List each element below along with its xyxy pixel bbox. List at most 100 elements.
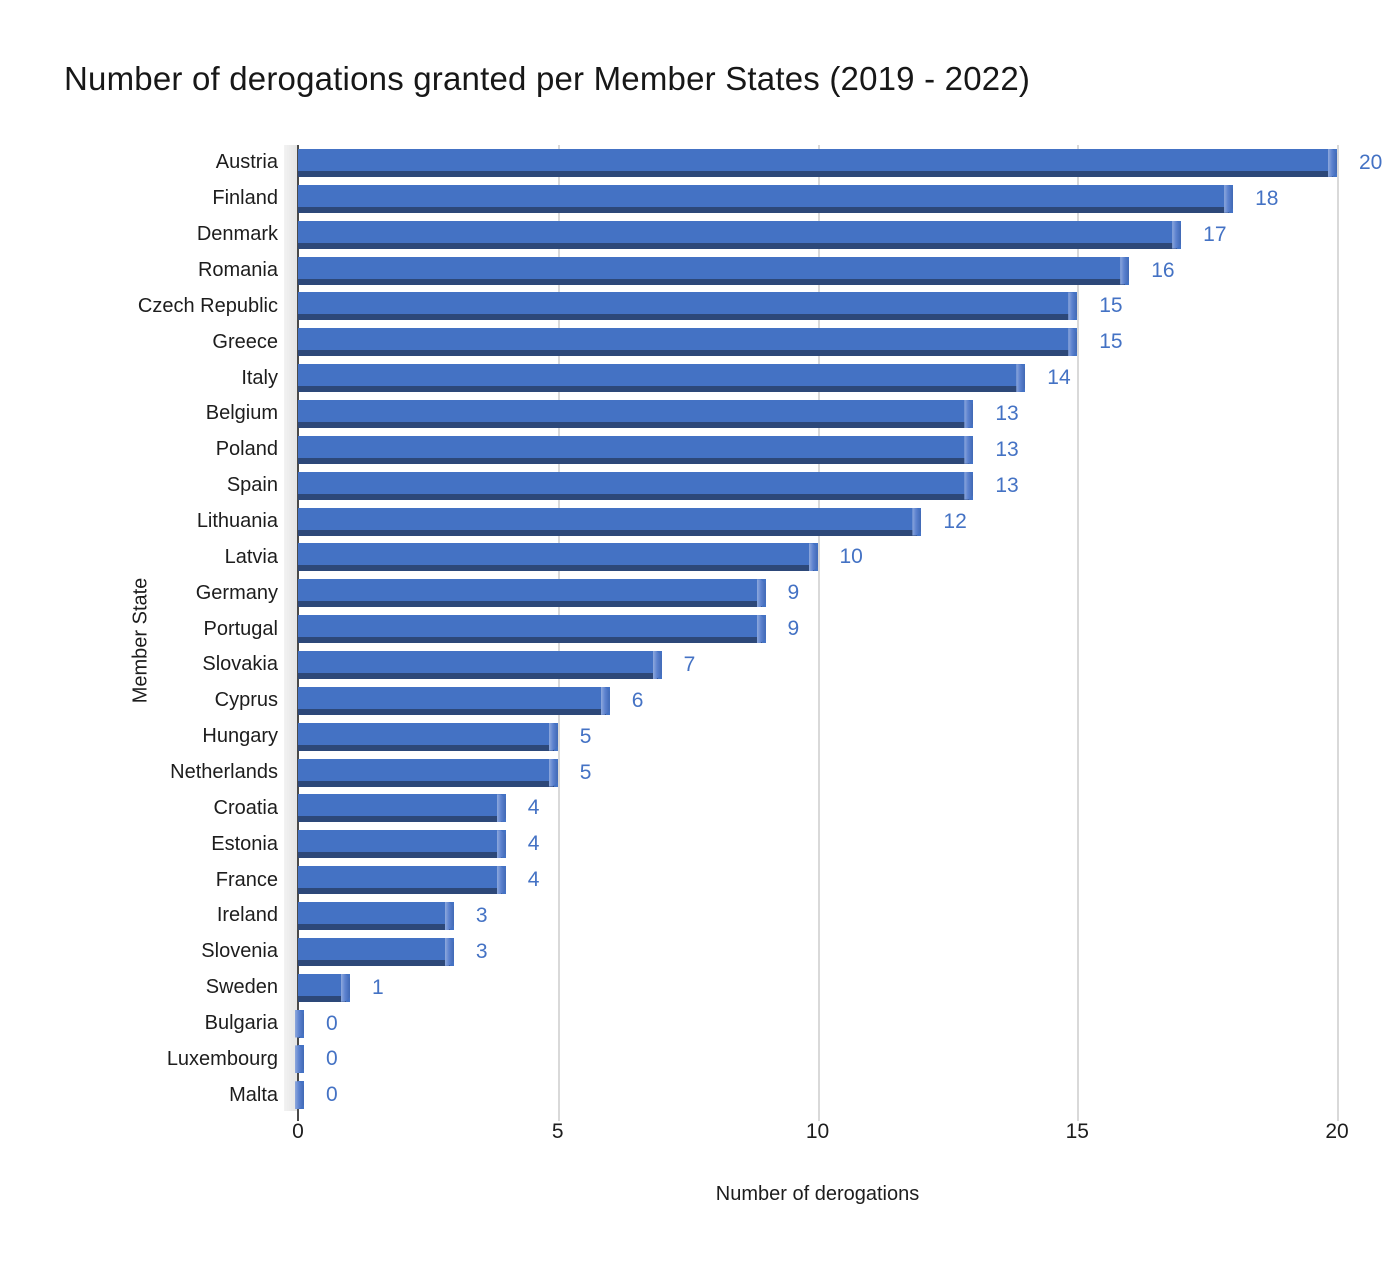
bar [298, 435, 974, 464]
bar [298, 830, 506, 859]
bar-bevel-cap [496, 830, 506, 859]
bar [295, 1081, 304, 1110]
bar-bevel-cap [444, 901, 454, 930]
chart-row: France 4 [0, 862, 1400, 898]
chart-3d-wall [284, 145, 298, 1111]
bar [298, 471, 974, 500]
chart-row: Italy 14 [0, 360, 1400, 396]
category-label: Finland [212, 187, 278, 210]
category-label: Croatia [213, 796, 278, 819]
y-axis-title-text: Member State [129, 577, 152, 704]
category-label: Sweden [205, 976, 278, 999]
bar-bevel-cap [295, 1081, 304, 1110]
bar [298, 399, 974, 428]
bar-shadow-face [298, 457, 970, 464]
bars-layer: Austria 20 Finland 18 Denmark 17 Romania 16 Czec… [0, 145, 1400, 1113]
bar-shadow-face [298, 493, 970, 500]
bar-track: 16 [298, 256, 1400, 285]
chart-row: Estonia 4 [0, 826, 1400, 862]
value-label: 13 [995, 437, 1019, 461]
bar-bevel-cap [964, 399, 974, 428]
value-label: 7 [683, 652, 696, 676]
gridline-10 [817, 145, 820, 1121]
bar-bevel-cap [652, 650, 662, 679]
bar-track: 18 [298, 184, 1400, 213]
bar-shadow-face [298, 672, 658, 679]
value-label: 0 [326, 1083, 338, 1107]
bar-track: 12 [298, 507, 1400, 536]
bar-track: 4 [298, 830, 1400, 859]
chart-row: Croatia 4 [0, 790, 1400, 826]
bar [298, 507, 922, 536]
bar-shadow-face [298, 386, 1022, 393]
bar-bevel-cap [600, 686, 610, 715]
category-label: Romania [197, 259, 278, 281]
bar-track: 3 [298, 901, 1400, 930]
bar-shadow-face [298, 278, 1126, 285]
bar-shadow-face [298, 995, 346, 1002]
value-label: 0 [326, 1047, 338, 1071]
bar-track: 15 [298, 292, 1400, 321]
category-label: Bulgaria [204, 1012, 278, 1035]
value-label: 15 [1099, 294, 1123, 318]
bar-bevel-cap [1016, 364, 1026, 393]
bar-bevel-cap [444, 937, 454, 966]
bar-track: 9 [298, 579, 1400, 608]
x-tick-label: 15 [1065, 1120, 1089, 1143]
bar-track: 0 [295, 1045, 1400, 1074]
chart-row: Austria 20 [0, 145, 1400, 181]
category-label: Netherlands [170, 761, 278, 784]
gridline-20 [1337, 145, 1339, 1121]
bar [298, 686, 610, 715]
bar [298, 973, 350, 1002]
chart-row: Netherlands 5 [0, 755, 1400, 791]
chart-row: Lithuania 12 [0, 504, 1400, 540]
bar-track: 6 [298, 686, 1400, 715]
bar-track: 1 [298, 973, 1400, 1002]
bar-bevel-cap [912, 507, 922, 536]
gridline-15 [1077, 145, 1080, 1121]
category-label: Belgium [205, 402, 278, 425]
chart-row: Slovakia 7 [0, 647, 1400, 683]
bar-shadow-face [298, 601, 762, 608]
category-label: Spain [226, 474, 278, 497]
bar-shadow-face [298, 529, 918, 536]
bar-bevel-cap [295, 1045, 304, 1074]
bar [298, 901, 454, 930]
bar [298, 364, 1026, 393]
chart-row: Cyprus 6 [0, 683, 1400, 719]
chart-row: Portugal 9 [0, 611, 1400, 647]
bar-track: 5 [298, 722, 1400, 751]
bar-track: 4 [298, 794, 1400, 823]
bar-track: 13 [298, 471, 1400, 500]
chart-row: Spain 13 [0, 468, 1400, 504]
chart-row: Slovenia 3 [0, 934, 1400, 970]
bar-track: 15 [298, 328, 1400, 357]
value-label: 4 [527, 796, 540, 820]
value-label: 12 [943, 509, 967, 533]
category-label: Portugal [203, 617, 279, 640]
value-label: 5 [579, 760, 592, 784]
chart-row: Greece 15 [0, 324, 1400, 360]
bar [298, 148, 1337, 177]
bar-shadow-face [298, 206, 1230, 213]
bar [295, 1009, 304, 1038]
bar-track: 20 [298, 148, 1400, 177]
chart-row: Romania 16 [0, 253, 1400, 289]
bar-track: 4 [298, 866, 1400, 895]
bar-shadow-face [298, 314, 1074, 321]
category-label: Ireland [216, 904, 278, 927]
bar-track: 13 [298, 399, 1400, 428]
chart-row: Bulgaria 0 [0, 1006, 1400, 1042]
bar-shadow-face [298, 565, 814, 572]
chart-row: Latvia 10 [0, 539, 1400, 575]
bar [298, 292, 1078, 321]
bar-shadow-face [298, 923, 450, 930]
category-label: Germany [195, 581, 278, 604]
bar-track: 0 [295, 1009, 1400, 1038]
bar-bevel-cap [808, 543, 818, 572]
value-label: 16 [1151, 258, 1175, 282]
value-label: 18 [1255, 186, 1279, 210]
bar-bevel-cap [756, 579, 766, 608]
